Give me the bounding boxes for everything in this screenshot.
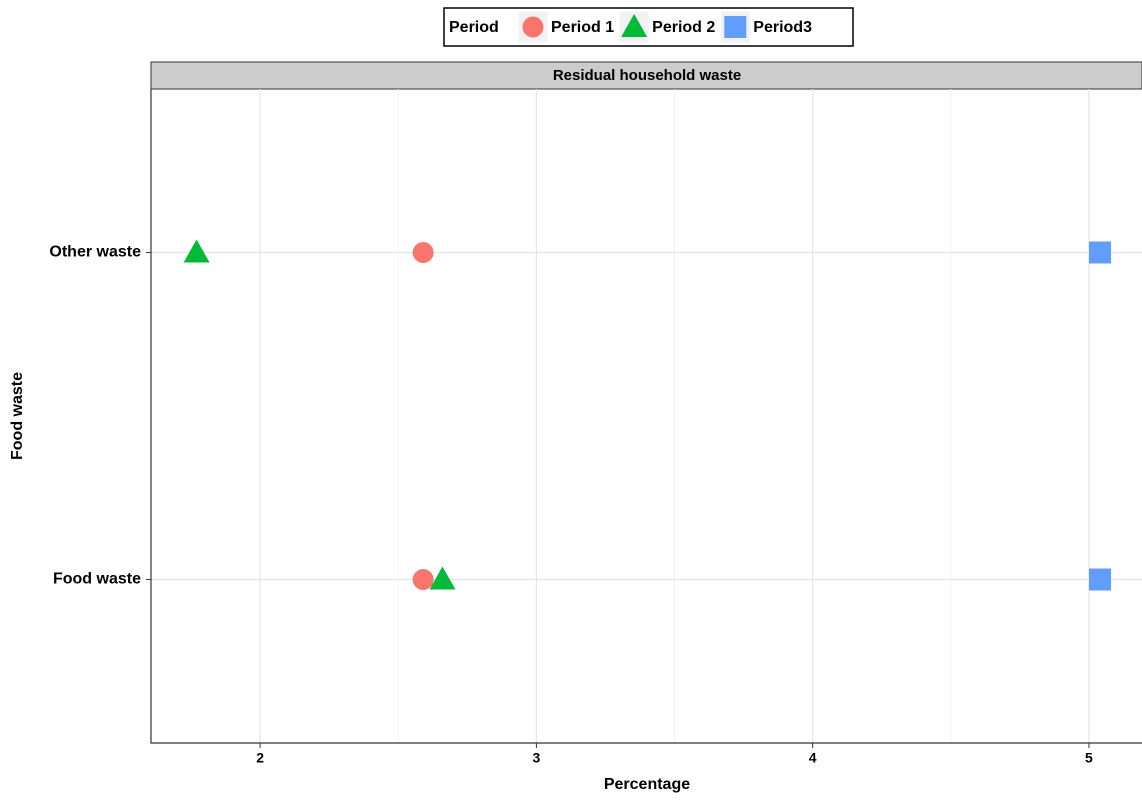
legend-marker: [621, 14, 648, 37]
x-tick-label: 4: [809, 750, 817, 766]
legend-label: Period 2: [652, 19, 715, 36]
legend-label: Period3: [753, 19, 812, 36]
point: [1089, 568, 1112, 591]
y-axis-label: Food waste: [9, 372, 26, 460]
x-axis-label: Percentage: [604, 776, 690, 793]
x-tick-label: 2: [256, 750, 264, 766]
x-tick-label: 5: [1085, 750, 1093, 766]
y-tick-label: Food waste: [53, 571, 141, 588]
x-tick-label: 3: [533, 750, 541, 766]
point: [412, 569, 434, 590]
point: [1089, 241, 1112, 264]
legend-title: Period: [449, 19, 499, 36]
strip: [150, 61, 1142, 90]
point: [429, 566, 456, 590]
point: [412, 242, 434, 263]
y-tick-label: Other waste: [49, 244, 141, 261]
strip-label: Residual household waste: [553, 67, 741, 84]
legend-label: Period 1: [551, 19, 614, 36]
point: [183, 239, 210, 263]
legend-marker: [724, 16, 747, 38]
axis-frame: [150, 89, 1142, 744]
legend-marker: [522, 16, 544, 38]
